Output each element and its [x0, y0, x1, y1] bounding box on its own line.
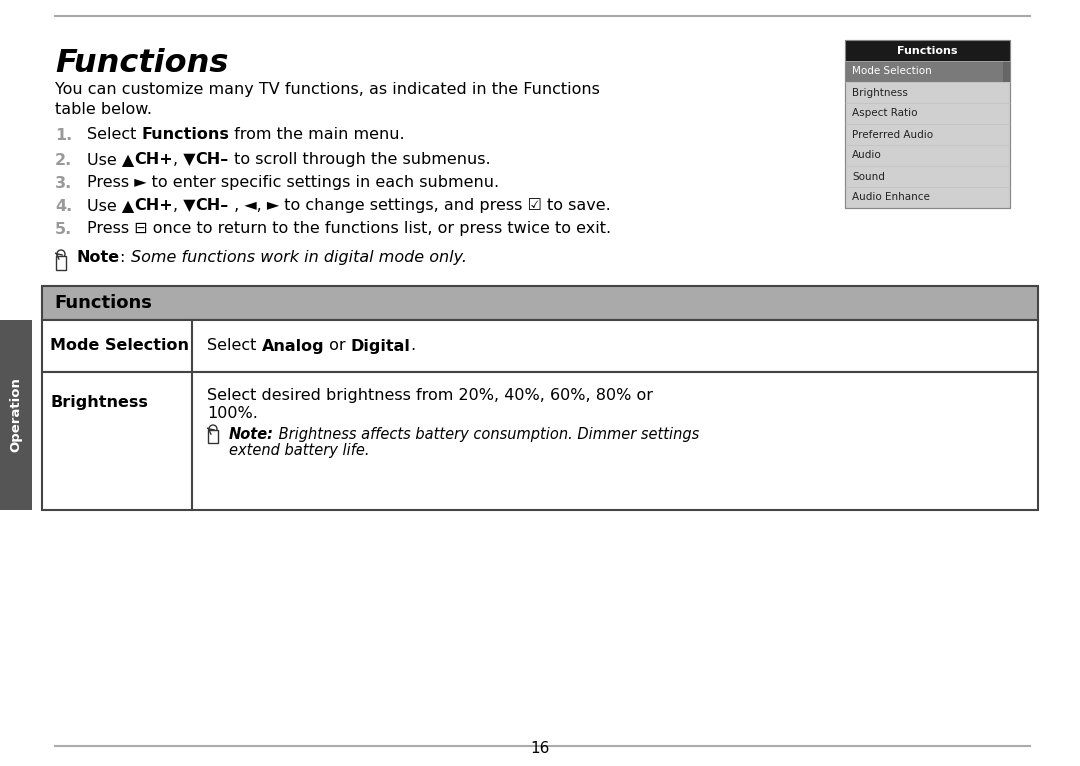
Text: Functions: Functions — [54, 294, 152, 312]
Text: Preferred Audio: Preferred Audio — [852, 129, 933, 139]
Text: Mode Selection: Mode Selection — [852, 67, 932, 77]
Bar — [1003, 61, 1010, 82]
Text: Functions: Functions — [55, 48, 228, 79]
Text: 100%.: 100%. — [207, 406, 258, 421]
Bar — [845, 40, 1010, 208]
Text: You can customize many TV functions, as indicated in the Functions: You can customize many TV functions, as … — [55, 82, 599, 97]
Text: Select desired brightness from 20%, 40%, 60%, 80% or: Select desired brightness from 20%, 40%,… — [207, 388, 653, 403]
Text: Select: Select — [207, 339, 261, 353]
Text: , ▼: , ▼ — [173, 198, 195, 213]
Text: Note:: Note: — [229, 427, 274, 442]
Text: CH–: CH– — [195, 198, 229, 213]
Text: Digital: Digital — [351, 339, 410, 353]
Text: 4.: 4. — [55, 199, 72, 214]
Bar — [845, 40, 1010, 208]
Text: extend battery life.: extend battery life. — [229, 443, 369, 458]
Text: 16: 16 — [530, 741, 550, 756]
Text: Press ⊟ once to return to the functions list, or press twice to exit.: Press ⊟ once to return to the functions … — [87, 221, 611, 236]
Text: or: or — [324, 339, 351, 353]
Text: , ◄, ► to change settings, and press ☑ to save.: , ◄, ► to change settings, and press ☑ t… — [229, 198, 610, 213]
Text: CH–: CH– — [195, 152, 229, 167]
Text: Note: Note — [77, 250, 120, 265]
Text: 1.: 1. — [55, 128, 72, 143]
Text: 3.: 3. — [55, 176, 72, 191]
Text: :: : — [120, 250, 131, 265]
Bar — [42, 320, 1038, 372]
Text: , ▼: , ▼ — [173, 152, 195, 167]
Bar — [56, 256, 66, 270]
Text: .: . — [410, 339, 416, 353]
Text: Brightness affects battery consumption. Dimmer settings: Brightness affects battery consumption. … — [274, 427, 699, 442]
Text: Some functions work in digital mode only.: Some functions work in digital mode only… — [131, 250, 467, 265]
Bar — [42, 286, 1038, 320]
Text: Press ► to enter specific settings in each submenu.: Press ► to enter specific settings in ea… — [87, 175, 499, 190]
Text: Select: Select — [87, 127, 141, 142]
Text: table below.: table below. — [55, 102, 152, 117]
Bar — [845, 40, 1010, 61]
Text: Analog: Analog — [261, 339, 324, 353]
Text: Mode Selection: Mode Selection — [50, 339, 189, 353]
Text: Audio: Audio — [852, 150, 881, 161]
Bar — [845, 61, 1010, 82]
Text: 5.: 5. — [55, 222, 72, 237]
Bar — [0, 320, 32, 510]
Text: Functions: Functions — [141, 127, 229, 142]
Text: Aspect Ratio: Aspect Ratio — [852, 109, 918, 119]
Text: from the main menu.: from the main menu. — [229, 127, 405, 142]
Text: Use ▲: Use ▲ — [87, 152, 134, 167]
Bar — [42, 372, 1038, 510]
Bar — [208, 430, 218, 443]
Text: Functions: Functions — [897, 45, 958, 55]
Text: Audio Enhance: Audio Enhance — [852, 192, 930, 202]
Text: CH+: CH+ — [134, 198, 173, 213]
Text: 2.: 2. — [55, 153, 72, 168]
Text: Brightness: Brightness — [50, 394, 148, 410]
Text: to scroll through the submenus.: to scroll through the submenus. — [229, 152, 490, 167]
Text: Operation: Operation — [10, 378, 23, 453]
Text: Brightness: Brightness — [852, 87, 908, 97]
Text: Use ▲: Use ▲ — [87, 198, 134, 213]
Text: Sound: Sound — [852, 172, 885, 182]
Text: CH+: CH+ — [134, 152, 173, 167]
